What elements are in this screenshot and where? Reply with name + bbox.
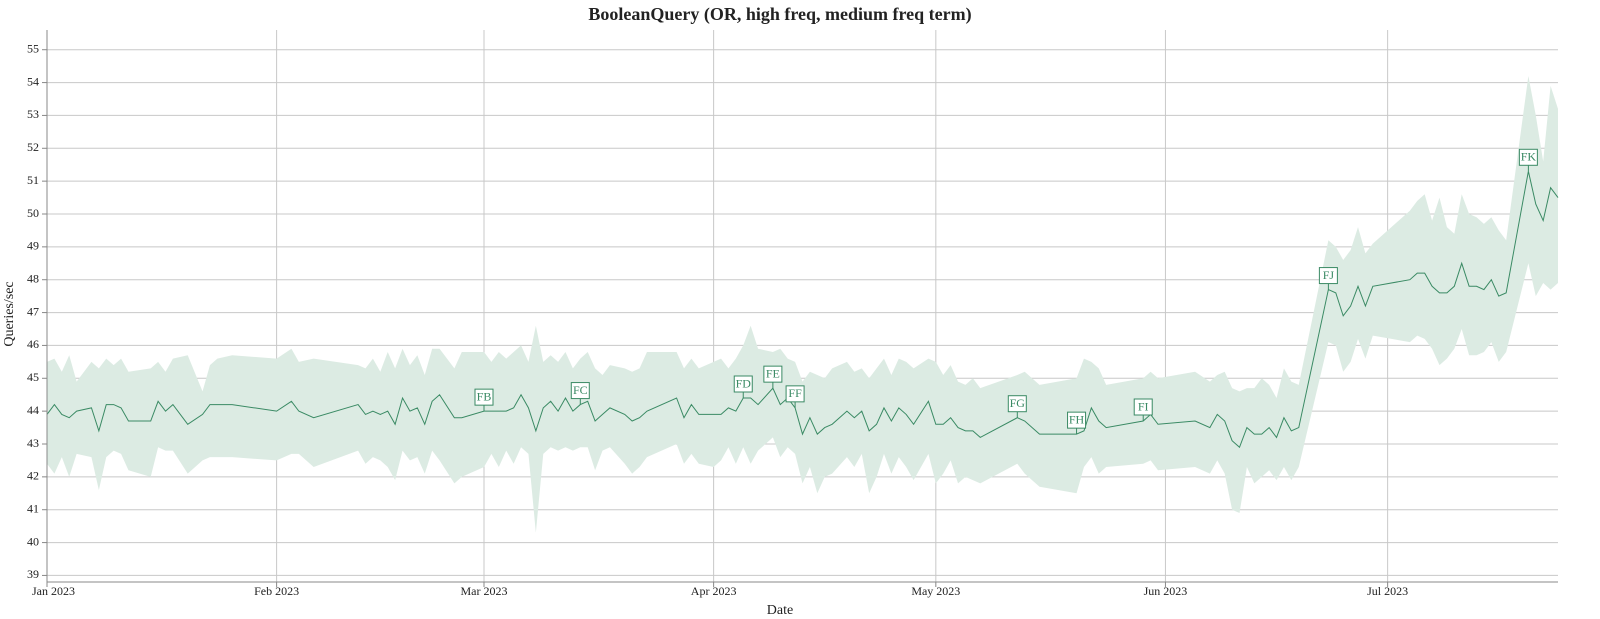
annotation-label: FC [573, 383, 588, 397]
annotation-box [1067, 411, 1087, 429]
x-tick-label: Apr 2023 [691, 584, 737, 598]
annotation-label: FJ [1323, 268, 1335, 282]
x-tick-label: Jun 2023 [1144, 584, 1188, 598]
x-tick-label: Mar 2023 [461, 584, 508, 598]
annotation-box [733, 375, 753, 393]
y-tick-label: 41 [27, 501, 39, 515]
confidence-band [47, 76, 1558, 533]
y-tick-label: 54 [27, 74, 39, 88]
x-axis-title: Date [767, 603, 793, 618]
y-axis-title: Queries/sec [2, 281, 17, 346]
annotation-box [763, 365, 783, 383]
x-tick-label: May 2023 [911, 584, 960, 598]
y-tick-label: 45 [27, 370, 39, 384]
y-tick-label: 55 [27, 41, 39, 55]
y-tick-label: 40 [27, 534, 39, 548]
annotation-box [474, 388, 494, 406]
plot [46, 76, 1559, 533]
axes: 39 40 41 42 43 44 45 46 47 48 49 50 51 52 53 54 55 Jan 20… [27, 30, 1558, 598]
y-tick-label: 50 [27, 206, 39, 220]
annotation-box [785, 385, 805, 403]
y-tick-label: 53 [27, 107, 39, 121]
y-tick-label: 42 [27, 469, 39, 483]
y-tick-label: 51 [27, 173, 39, 187]
annotation-label: FK [1521, 150, 1537, 164]
y-tick-label: 46 [27, 337, 39, 351]
annotation-label: FD [736, 376, 752, 390]
annotation-box [1318, 267, 1338, 285]
y-tick-label: 44 [27, 403, 39, 417]
y-tick-label: 43 [27, 436, 39, 450]
annotation-label: FH [1069, 412, 1085, 426]
annotation-label: FI [1138, 399, 1149, 413]
annotation-label: FF [788, 386, 802, 400]
annotation-box [1518, 148, 1538, 166]
y-tick-label: 49 [27, 239, 39, 253]
annotation-box [570, 382, 590, 400]
chart-title: BooleanQuery (OR, high freq, medium freq… [588, 4, 971, 25]
y-tick-label: 39 [27, 567, 39, 581]
x-tick-label: Jul 2023 [1367, 584, 1408, 598]
y-tick-label: 48 [27, 271, 39, 285]
annotation-label: FB [477, 389, 492, 403]
annotation-label: FE [766, 366, 780, 380]
annotation-box [1007, 395, 1027, 413]
y-tick-label: 47 [27, 304, 39, 318]
x-tick-label: Jan 2023 [32, 584, 75, 598]
annotation-label: FG [1010, 396, 1026, 410]
y-tick-label: 52 [27, 140, 39, 154]
annotation-box [1133, 398, 1153, 416]
annotations: FB FC FD FE FF FG FH FI FJ FK [474, 148, 1538, 435]
x-tick-label: Feb 2023 [254, 584, 299, 598]
